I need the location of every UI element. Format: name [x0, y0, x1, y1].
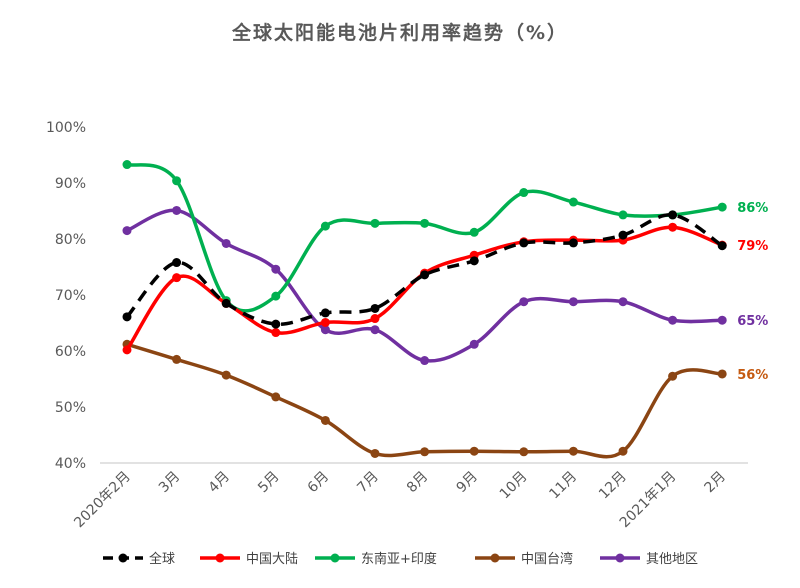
y-tick-label: 50% [55, 400, 86, 416]
data-point [568, 197, 578, 207]
data-point [420, 356, 430, 366]
data-point [717, 241, 727, 251]
legend-marker [215, 553, 225, 563]
x-tick-label: 2020年2月 [71, 469, 134, 532]
legend-label: 东南亚+印度 [361, 551, 437, 567]
data-point [221, 370, 231, 380]
data-point [568, 297, 578, 307]
y-tick-label: 90% [55, 176, 86, 192]
x-tick-label: 8月 [404, 469, 432, 497]
data-point [717, 315, 727, 325]
data-point [420, 218, 430, 228]
end-value-label: 65% [737, 314, 768, 329]
data-point [618, 230, 628, 240]
y-tick-label: 100% [46, 120, 86, 136]
data-point [320, 221, 330, 231]
end-value-label: 56% [737, 368, 768, 383]
data-point [221, 238, 231, 248]
chart-title: 全球太阳能电池片利用率趋势（%） [231, 22, 569, 44]
data-point [519, 297, 529, 307]
data-point [519, 238, 529, 248]
data-point [320, 308, 330, 318]
data-point [271, 392, 281, 402]
x-tick-label: 5月 [255, 469, 283, 497]
data-point [221, 298, 231, 308]
data-point [519, 188, 529, 198]
data-point [717, 202, 727, 212]
data-point [172, 176, 182, 186]
data-point [271, 319, 281, 329]
data-point [668, 371, 678, 381]
end-value-label: 86% [737, 201, 768, 216]
data-point [320, 317, 330, 327]
y-tick-label: 40% [55, 456, 86, 472]
data-point [469, 339, 479, 349]
data-point [172, 205, 182, 215]
data-point [568, 446, 578, 456]
data-point [370, 325, 380, 335]
legend-marker [490, 553, 500, 563]
y-tick-label: 70% [55, 288, 86, 304]
data-point [370, 448, 380, 458]
data-point [122, 226, 132, 236]
x-tick-label: 12月 [596, 469, 630, 503]
data-point [469, 227, 479, 237]
data-point [320, 325, 330, 335]
data-point [172, 258, 182, 268]
data-point [172, 354, 182, 364]
x-tick-label: 7月 [354, 469, 382, 497]
y-tick-label: 60% [55, 344, 86, 360]
legend-label: 其他地区 [646, 552, 698, 567]
data-point [420, 447, 430, 457]
legend-label: 全球 [149, 551, 175, 567]
data-point [568, 238, 578, 248]
data-point [172, 273, 182, 283]
x-tick-label: 6月 [305, 469, 333, 497]
data-point [618, 210, 628, 220]
legend-marker [615, 553, 625, 563]
x-tick-label: 10月 [497, 469, 531, 503]
data-point [320, 415, 330, 425]
data-point [271, 264, 281, 274]
data-point [420, 270, 430, 280]
data-point [668, 315, 678, 325]
data-point [370, 218, 380, 228]
data-point [122, 312, 132, 322]
legend-label: 中国台湾 [521, 551, 573, 567]
end-value-label: 79% [737, 239, 768, 254]
legend-label: 中国大陆 [246, 551, 298, 567]
data-point [717, 369, 727, 379]
data-point [122, 160, 132, 170]
data-point [370, 303, 380, 313]
data-point [271, 328, 281, 338]
data-point [668, 222, 678, 232]
data-point [122, 345, 132, 355]
x-tick-label: 2月 [702, 469, 730, 497]
series-line [125, 225, 723, 351]
data-point [519, 447, 529, 457]
x-tick-label: 4月 [206, 469, 234, 497]
legend-marker [330, 553, 340, 563]
data-point [370, 314, 380, 324]
legend-marker [118, 553, 128, 563]
x-tick-label: 3月 [156, 469, 184, 497]
data-point [668, 210, 678, 220]
y-tick-label: 80% [55, 232, 86, 248]
data-point [618, 446, 628, 456]
x-tick-label: 9月 [454, 469, 482, 497]
data-point [271, 291, 281, 301]
data-point [618, 297, 628, 307]
x-tick-label: 11月 [546, 469, 580, 503]
data-point [469, 256, 479, 266]
data-point [469, 446, 479, 456]
